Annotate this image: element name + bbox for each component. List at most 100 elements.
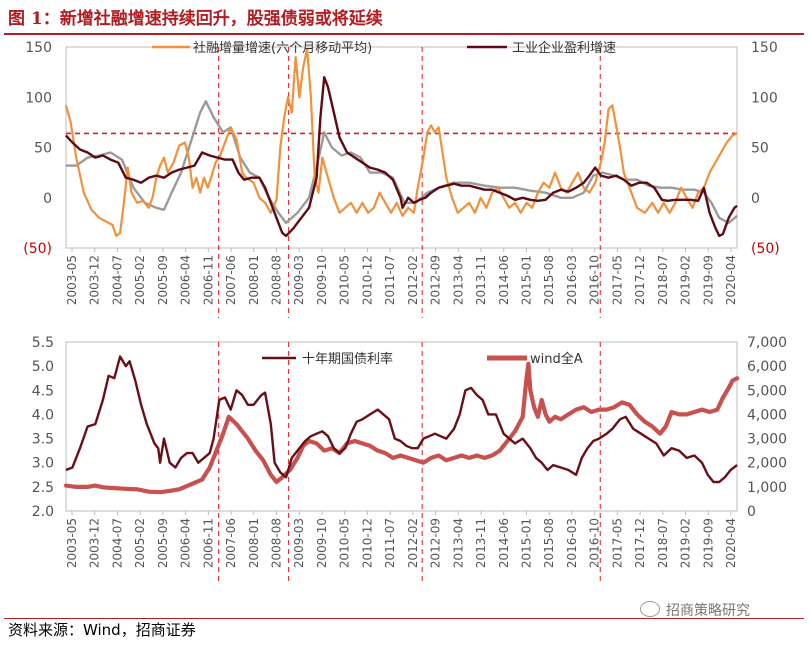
x-tick-label-top: 2020-04	[724, 255, 738, 305]
y-tick-label-left: 4.5	[32, 383, 54, 399]
x-tick-label-bottom: 2020-04	[724, 518, 738, 568]
y-tick-label-right: 150	[751, 40, 778, 56]
x-tick-label-bottom: 2008-08	[270, 518, 284, 568]
y-tick-label-left: 50	[34, 141, 52, 157]
y-tick-label-left: 2.0	[32, 504, 54, 520]
y-tick-label-right: 4,000	[747, 407, 787, 423]
x-tick-label-bottom: 2010-05	[338, 518, 352, 568]
x-tick-label-bottom: 2017-05	[610, 518, 624, 568]
legend-label-tsf: 社融增量增速(六个月移动平均)	[193, 40, 372, 56]
x-tick-label-bottom: 2006-04	[179, 518, 193, 568]
footer-rule	[4, 618, 804, 619]
series-line-top-0	[64, 47, 738, 237]
x-tick-label-bottom: 2005-02	[133, 518, 147, 568]
x-tick-label-bottom: 2018-07	[656, 518, 670, 568]
x-tick-label-top: 2011-07	[383, 255, 397, 305]
x-tick-label-top: 2005-09	[156, 255, 170, 305]
legend-label-bond: 十年期国债利率	[302, 351, 393, 367]
legend-label-wind: wind全A	[530, 351, 583, 367]
y-tick-label-right: 1,000	[747, 480, 787, 496]
source-note: 资料来源：Wind，招商证券	[8, 621, 196, 639]
legend-label-profit: 工业企业盈利增速	[512, 40, 616, 56]
x-tick-label-top: 2016-03	[565, 255, 579, 305]
y-tick-label-left: 100	[25, 90, 52, 106]
x-tick-label-bottom: 2015-08	[542, 518, 556, 568]
y-tick-label-left: 3.0	[32, 456, 54, 472]
x-tick-label-top: 2012-02	[406, 255, 420, 305]
x-tick-label-top: 2003-12	[88, 255, 102, 305]
y-tick-label-right: 0	[751, 191, 760, 207]
x-tick-label-top: 2014-06	[497, 255, 511, 305]
x-tick-label-top: 2017-12	[633, 255, 647, 305]
y-tick-label-left: 2.5	[32, 480, 54, 496]
x-tick-label-top: 2010-05	[338, 255, 352, 305]
x-tick-label-bottom: 2006-11	[201, 518, 215, 568]
x-tick-label-top: 2007-06	[224, 255, 238, 305]
series-line-wind	[63, 361, 740, 495]
y-tick-label-left: 4.0	[32, 407, 54, 423]
wechat-icon	[640, 601, 660, 617]
x-tick-label-top: 2016-10	[588, 255, 602, 305]
x-tick-label-bottom: 2003-05	[65, 518, 79, 568]
x-tick-label-bottom: 2012-02	[406, 518, 420, 568]
x-tick-label-top: 2003-05	[65, 255, 79, 305]
y-tick-label-right: 6,000	[747, 359, 787, 375]
plot-frame-bottom	[65, 341, 738, 512]
watermark-text: 招商策略研究	[666, 603, 750, 619]
y-tick-label-left: 5.5	[32, 335, 54, 351]
y-tick-label-right: 50	[751, 141, 769, 157]
x-tick-label-bottom: 2011-07	[383, 518, 397, 568]
y-tick-label-right: (50)	[751, 241, 780, 257]
y-tick-label-right: 3,000	[747, 432, 787, 448]
x-tick-label-top: 2013-11	[474, 255, 488, 305]
x-tick-label-top: 2019-09	[701, 255, 715, 305]
x-tick-label-bottom: 2017-12	[633, 518, 647, 568]
x-tick-label-bottom: 2014-06	[497, 518, 511, 568]
x-tick-label-top: 2009-10	[315, 255, 329, 305]
x-tick-label-bottom: 2015-01	[519, 518, 533, 568]
y-tick-label-right: 5,000	[747, 383, 787, 399]
x-tick-label-top: 2004-07	[110, 255, 124, 305]
y-tick-label-left: 3.5	[32, 432, 54, 448]
x-tick-label-top: 2019-02	[679, 255, 693, 305]
title-rule	[4, 33, 804, 35]
x-tick-label-bottom: 2005-09	[156, 518, 170, 568]
y-tick-label-right: 2,000	[747, 456, 787, 472]
x-tick-label-bottom: 2013-04	[451, 518, 465, 568]
x-tick-label-bottom: 2019-02	[679, 518, 693, 568]
y-tick-label-right: 7,000	[747, 335, 787, 351]
x-tick-label-top: 2013-04	[451, 255, 465, 305]
x-tick-label-top: 2015-08	[542, 255, 556, 305]
figure-title: 图 1：新增社融增速持续回升，股强债弱或将延续	[8, 9, 383, 29]
x-tick-label-bottom: 2013-11	[474, 518, 488, 568]
watermark: 招商策略研究	[640, 600, 750, 620]
x-tick-label-top: 2006-11	[201, 255, 215, 305]
x-tick-label-bottom: 2004-07	[110, 518, 124, 568]
plot-frame-top	[65, 46, 738, 249]
x-tick-label-bottom: 2009-10	[315, 518, 329, 568]
y-tick-label-left: (50)	[23, 241, 52, 257]
x-tick-label-top: 2018-07	[656, 255, 670, 305]
series-line-top-1	[65, 76, 738, 238]
y-tick-label-left: 150	[25, 40, 52, 56]
x-tick-label-top: 2006-04	[179, 255, 193, 305]
x-tick-label-bottom: 2019-09	[701, 518, 715, 568]
x-tick-label-bottom: 2012-09	[429, 518, 443, 568]
x-tick-label-bottom: 2010-12	[360, 518, 374, 568]
y-tick-label-right: 0	[747, 504, 756, 520]
x-tick-label-bottom: 2003-12	[88, 518, 102, 568]
x-tick-label-top: 2008-08	[270, 255, 284, 305]
x-tick-label-top: 2012-09	[429, 255, 443, 305]
x-tick-label-top: 2017-05	[610, 255, 624, 305]
series-line-bond	[65, 355, 738, 484]
x-tick-label-bottom: 2008-01	[247, 518, 261, 568]
x-tick-label-top: 2005-02	[133, 255, 147, 305]
x-tick-label-bottom: 2009-03	[292, 518, 306, 568]
x-tick-label-top: 2008-01	[247, 255, 261, 305]
x-tick-label-bottom: 2016-10	[588, 518, 602, 568]
x-tick-label-top: 2009-03	[292, 255, 306, 305]
y-tick-label-left: 5.0	[32, 359, 54, 375]
x-tick-label-top: 2015-01	[519, 255, 533, 305]
x-tick-label-bottom: 2016-03	[565, 518, 579, 568]
